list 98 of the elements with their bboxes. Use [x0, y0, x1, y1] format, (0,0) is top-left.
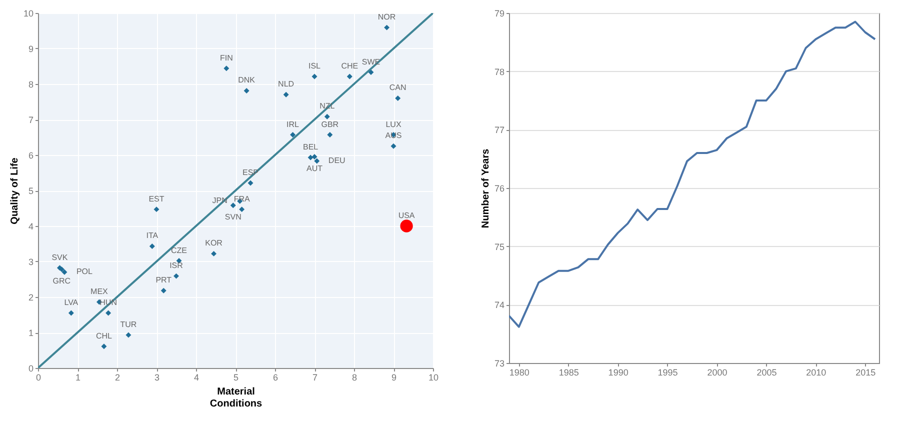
annotation: GBR — [321, 120, 339, 129]
point — [312, 74, 318, 80]
point — [346, 74, 352, 80]
y-tick-label: 1 — [28, 328, 34, 338]
x-tick-label: 1995 — [658, 368, 678, 378]
point — [126, 332, 132, 338]
point — [384, 24, 390, 30]
y-tick-label: 7 — [28, 115, 34, 125]
point — [395, 95, 401, 101]
y-tick-label: 2 — [28, 292, 34, 302]
point — [62, 269, 68, 275]
annotation: BEL — [302, 142, 319, 152]
y-tick-label: 76 — [494, 184, 504, 194]
annotation: PRT — [156, 276, 172, 285]
point — [160, 288, 166, 294]
x-tick-label: 7 — [312, 372, 318, 382]
x-tick-label: 0 — [36, 372, 42, 382]
x-tick-label: 1 — [75, 372, 81, 382]
point — [324, 114, 330, 120]
annotation: SVK — [52, 252, 68, 262]
point — [244, 88, 250, 94]
annotation: CHL — [96, 331, 113, 340]
x-tick-label: 1990 — [608, 368, 628, 378]
x-tick-label: 9 — [391, 372, 397, 382]
x-tick-label: 2015 — [856, 368, 876, 378]
point — [314, 158, 320, 164]
x-tick-label: 5 — [233, 372, 239, 382]
annotation: USA — [398, 211, 416, 220]
annotation: LUX — [386, 120, 402, 129]
y-tick-label: 4 — [28, 222, 34, 232]
annotation: CZE — [171, 246, 188, 255]
annotation: IRL — [286, 120, 300, 129]
point — [106, 310, 112, 316]
point — [248, 180, 254, 186]
annotation: ISL — [308, 62, 322, 71]
point — [68, 310, 74, 316]
point — [283, 92, 289, 98]
x-tick-label: 2010 — [806, 368, 826, 378]
annotation: DNK — [238, 76, 256, 85]
point — [101, 344, 107, 350]
point — [400, 220, 413, 232]
point — [174, 273, 179, 279]
x-tick-label: 8 — [352, 372, 358, 382]
point — [290, 132, 296, 138]
annotation: FIN — [220, 53, 234, 62]
point — [211, 250, 217, 256]
x-tick-label: 2 — [114, 372, 120, 382]
annotation: KOR — [205, 238, 223, 248]
annotation: CHE — [341, 62, 358, 71]
y-axis-title: Number of Years — [480, 148, 492, 228]
y-tick-label: 74 — [494, 300, 504, 310]
annotation: GRC — [52, 276, 71, 286]
x-tick-label: 2005 — [756, 368, 777, 378]
y-axis-title: Quality of Life — [9, 157, 20, 224]
y-tick-label: 3 — [28, 257, 34, 267]
x-tick-label: 4 — [194, 372, 200, 382]
y-tick-label: 8 — [28, 80, 34, 90]
y-tick-label: 10 — [23, 8, 34, 18]
annotation: NOR — [378, 12, 396, 22]
y-tick-label: 6 — [28, 150, 34, 160]
y-tick-label: 77 — [494, 125, 504, 136]
point — [149, 243, 155, 249]
annotation: ISR — [170, 261, 184, 270]
x-tick-label: 10 — [428, 372, 439, 382]
x-tick-label: 1985 — [558, 368, 579, 378]
annotation: CAN — [389, 83, 407, 92]
x-tick-label: 3 — [154, 372, 160, 382]
annotation: DEU — [328, 156, 346, 166]
x-tick-label: 1980 — [509, 368, 530, 378]
annotation: AUT — [306, 164, 323, 173]
point — [327, 132, 333, 138]
annotation: SVN — [224, 212, 242, 222]
annotation: FRA — [234, 194, 250, 204]
point — [312, 154, 318, 160]
annotation: POL — [76, 267, 94, 276]
point — [230, 202, 236, 208]
annotation: ITA — [146, 231, 159, 240]
point — [224, 66, 230, 72]
y-tick-label: 73 — [494, 358, 504, 368]
annotation: MEX — [90, 286, 109, 296]
annotation: AUS — [385, 131, 402, 140]
line-series — [509, 20, 876, 328]
y-tick-label: 75 — [494, 242, 504, 252]
y-tick-label: 9 — [28, 44, 34, 54]
y-tick-label: 5 — [28, 186, 34, 196]
x-tick-label: 6 — [272, 372, 278, 382]
annotation: TUR — [120, 320, 137, 329]
annotation: NLD — [278, 80, 294, 89]
annotation: LVA — [64, 298, 79, 307]
y-tick-label: 78 — [494, 66, 504, 77]
point — [239, 206, 245, 212]
point — [154, 206, 160, 212]
point — [390, 143, 396, 149]
x-tick-label: 2000 — [707, 368, 728, 378]
y-tick-label: 79 — [494, 8, 504, 18]
x-axis-title: Material Conditions — [210, 386, 263, 410]
point — [308, 154, 314, 160]
annotation: EST — [148, 194, 164, 204]
